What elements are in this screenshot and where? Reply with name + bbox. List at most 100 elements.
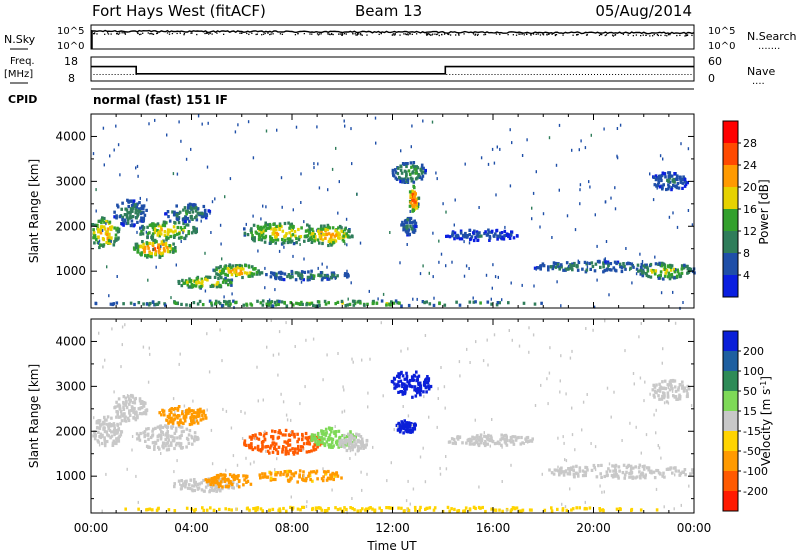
heat-cell (414, 221, 418, 225)
heat-cell (173, 436, 176, 440)
heat-cell (261, 231, 265, 235)
nave-dot (660, 74, 662, 75)
heat-cell (260, 271, 264, 275)
nave-dot (642, 74, 644, 75)
heat-cell (593, 466, 596, 470)
heat-cell (661, 380, 664, 384)
heat-cell (148, 223, 152, 227)
heat-speckle (594, 468, 597, 472)
noise-search-dot (124, 32, 126, 34)
noise-search-dot (93, 32, 95, 35)
heat-cell (323, 273, 327, 278)
nave-dot (539, 74, 541, 75)
heat-cell (146, 225, 149, 229)
heat-cell (141, 240, 144, 244)
noise-search-dot (679, 34, 681, 37)
heat-speckle (487, 162, 490, 166)
noise-search-dot (378, 33, 380, 36)
heat-cell (107, 239, 111, 243)
heat-speckle (237, 123, 239, 127)
heat-cell (294, 278, 298, 282)
heat-speckle (584, 146, 587, 150)
noise-search-dot (515, 34, 518, 36)
heat-cell (371, 507, 374, 511)
heat-cell (403, 419, 406, 423)
noise-search-dot (176, 32, 178, 35)
heat-cell (313, 433, 316, 437)
noise-search-dot (208, 33, 210, 35)
heat-cell (445, 234, 448, 238)
heat-cell (343, 441, 347, 445)
colorbar-tick-label: -50 (743, 445, 761, 458)
heat-cell (312, 274, 316, 278)
heat-cell (309, 232, 313, 236)
heat-cell (683, 184, 687, 188)
nave-dot (364, 73, 366, 74)
heat-speckle (594, 445, 597, 449)
heat-speckle (411, 423, 413, 427)
heat-cell (453, 507, 456, 511)
heat-cell (615, 507, 619, 511)
heat-cell (305, 303, 308, 307)
heat-cell (303, 270, 307, 274)
heat-cell (271, 437, 275, 441)
heat-speckle (252, 214, 254, 218)
heat-cell (261, 303, 265, 307)
heat-speckle (526, 138, 528, 142)
nave-dot (618, 74, 620, 75)
heat-cell (120, 419, 124, 423)
heat-cell (323, 509, 327, 513)
heat-cell (292, 474, 296, 478)
heat-cell (320, 227, 323, 231)
xaxis-label: Time UT (366, 539, 417, 553)
heat-cell (137, 407, 141, 411)
heat-cell (180, 235, 183, 239)
heat-cell (119, 415, 122, 419)
heat-cell (97, 230, 100, 234)
heat-cell (115, 216, 118, 220)
heat-cell (296, 507, 300, 511)
heat-cell (432, 508, 436, 512)
heat-cell (676, 182, 680, 186)
heat-cell (357, 433, 360, 437)
nave-dot (600, 74, 602, 75)
heat-cell (418, 381, 422, 385)
noise-search-dot (328, 33, 330, 35)
heat-cell (171, 424, 175, 428)
heat-speckle (496, 145, 498, 149)
heat-cell (159, 232, 163, 236)
heat-speckle (406, 508, 408, 512)
heat-speckle (343, 388, 345, 392)
heat-cell (193, 478, 196, 482)
heat-speckle (442, 202, 444, 206)
heat-speckle (569, 487, 571, 491)
heat-cell (397, 390, 400, 394)
heat-cell (667, 187, 670, 191)
heat-speckle (667, 468, 670, 471)
heat-cell (614, 471, 618, 475)
heat-cell (189, 478, 193, 482)
heat-cell (223, 479, 227, 483)
heat-cell (285, 450, 288, 454)
heat-speckle (351, 162, 353, 166)
heat-cell (520, 509, 523, 513)
heat-cell (110, 434, 114, 438)
heat-speckle (343, 409, 346, 413)
heat-cell (646, 265, 649, 269)
heat-cell (666, 394, 670, 398)
heat-speckle (345, 441, 347, 445)
heat-cell (136, 212, 140, 217)
heat-cell (521, 508, 525, 512)
x-tick-label: 16:00 (476, 521, 511, 535)
heat-cell (201, 212, 204, 216)
heat-speckle (294, 345, 296, 348)
heat-speckle (272, 353, 275, 357)
colorbar-segment (723, 411, 738, 432)
heat-cell (121, 414, 125, 418)
heat-cell (182, 208, 185, 212)
heat-cell (613, 260, 617, 264)
heat-speckle (468, 267, 470, 270)
heat-cell (106, 237, 110, 241)
heat-cell (181, 278, 184, 282)
heat-cell (473, 441, 477, 445)
